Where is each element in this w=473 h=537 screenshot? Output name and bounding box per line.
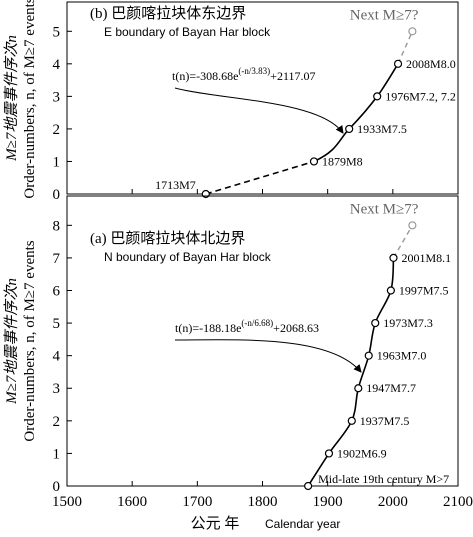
y-tick-label: 2 (53, 414, 61, 430)
event-label: 2008M8.0 (406, 57, 456, 71)
panel-subtitle: N boundary of Bayan Har block (104, 250, 272, 264)
panel-title: (b) 巴颜喀拉块体东边界 (90, 5, 246, 22)
event-label: 1902M6.9 (337, 446, 387, 460)
x-tick-label: 2000 (378, 494, 408, 510)
x-axis-title: 公元 年 (191, 515, 240, 532)
event-label: 2001M8.1 (401, 251, 451, 265)
event-label: 1937M7.5 (360, 414, 410, 428)
event-label: 1973M7.3 (383, 316, 433, 330)
x-tick-label: 1900 (313, 494, 343, 510)
y-tick-label: 0 (53, 479, 61, 495)
y-axis-title-en: Order-numbers, n, of M≥7 events (22, 0, 38, 199)
panel-title: (a) 巴颜喀拉块体北边界 (90, 230, 245, 247)
y-tick-label: 5 (53, 24, 61, 40)
formula-tail: +2117.07 (270, 69, 315, 83)
event-label: 1947M7.7 (366, 381, 416, 395)
forecast-label: Next M≥7? (350, 201, 419, 217)
trend-segment (367, 322, 376, 356)
event-label: 1713M7 (155, 178, 196, 192)
formula-exponent: (-n/6.68) (241, 318, 273, 328)
event-point (386, 286, 395, 295)
formula: t(n)=-308.68e(-n/3.83)+2117.07 (172, 66, 316, 83)
event-label: 1933M7.5 (357, 122, 407, 136)
formula-base: t(n)=-308.68e (172, 69, 238, 83)
trend-segment (205, 160, 315, 195)
panel-subtitle: E boundary of Bayan Har block (104, 25, 271, 39)
y-tick-label: 0 (53, 187, 61, 203)
forecast-segment (397, 31, 414, 65)
forecast-segment (392, 224, 413, 259)
formula-tail: +2068.63 (273, 321, 319, 335)
event-label: 1976M7.2, 7.2 (385, 89, 456, 103)
event-point (324, 449, 334, 458)
y-tick-label: 3 (53, 89, 61, 105)
y-axis-title: M≥7地震事件序次n (3, 278, 20, 405)
event-label: 1963M7.0 (377, 349, 427, 363)
event-label: 1997M7.5 (399, 283, 449, 297)
forecast-point (408, 221, 417, 230)
x-axis-title-en: Calendar year (265, 517, 340, 531)
formula-arrow (174, 87, 344, 134)
y-tick-label: 3 (53, 381, 61, 397)
formula-exponent: (-n/3.83) (238, 66, 270, 76)
formula-arrow (174, 339, 362, 373)
y-tick-label: 5 (53, 316, 61, 332)
event-point (364, 351, 373, 360)
y-tick-label: 4 (53, 349, 61, 365)
y-tick-label: 4 (53, 57, 61, 73)
event-point (393, 59, 403, 68)
y-axis-title: M≥7地震事件序次n (3, 35, 20, 162)
event-point (373, 92, 382, 101)
event-point (371, 318, 380, 328)
x-tick-label: 1600 (117, 494, 147, 510)
y-axis-title-en: Order-numbers, n, of M≥7 events (22, 240, 38, 441)
x-tick-label: 1800 (248, 494, 278, 510)
y-tick-label: 6 (53, 283, 61, 299)
formula-base: t(n)=-188.18e (175, 321, 241, 335)
y-tick-label: 1 (53, 154, 61, 170)
x-tick-label: 1700 (182, 494, 212, 510)
formula: t(n)=-188.18e(-n/6.68)+2068.63 (175, 318, 319, 335)
event-point (345, 124, 354, 134)
event-point (389, 253, 398, 263)
y-tick-label: 1 (53, 446, 61, 462)
forecast-point (408, 27, 417, 36)
event-point (347, 416, 356, 425)
y-tick-label: 7 (53, 251, 61, 267)
event-point (304, 481, 313, 491)
event-point (354, 384, 363, 393)
y-tick-label: 8 (53, 218, 61, 234)
y-tick-label: 2 (53, 122, 61, 138)
event-point (309, 157, 319, 166)
forecast-label: Next M≥7? (350, 7, 419, 23)
event-label: Mid-late 19th century M>7 (318, 472, 449, 486)
trend-segment (351, 388, 360, 422)
x-tick-label: 1500 (52, 494, 82, 510)
event-label: 1879M8 (322, 154, 363, 168)
x-tick-label: 2100 (443, 494, 473, 510)
trend-segment (390, 257, 395, 291)
